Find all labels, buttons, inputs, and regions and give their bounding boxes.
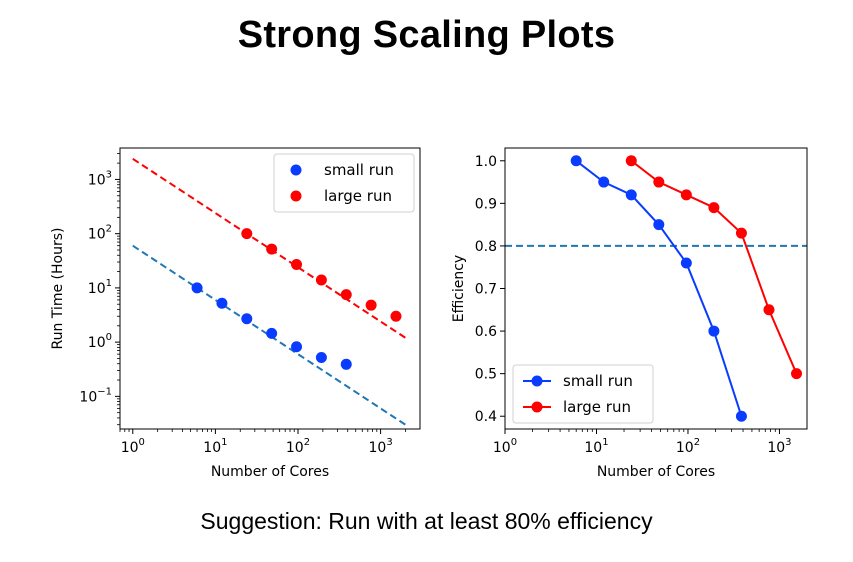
small-run-point [653, 219, 665, 231]
small-run-point [315, 352, 327, 364]
legend: small run large run [273, 153, 415, 213]
large-run-legend-label: large run [324, 187, 392, 205]
y-axis-label: Run Time (Hours) [50, 228, 66, 350]
large-run-legend-label: large run [563, 398, 631, 416]
large-run-point [390, 310, 402, 322]
y-tick-label: 0.4 [475, 409, 497, 425]
small-run-point [191, 282, 203, 294]
x-tick-label: 103 [368, 437, 392, 456]
small-run-legend-label: small run [563, 372, 633, 390]
large-run-point [340, 289, 352, 301]
slide-caption: Suggestion: Run with at least 80% effici… [200, 508, 653, 534]
x-tick-label: 100 [121, 437, 145, 456]
y-tick-label: 101 [88, 278, 112, 297]
small-run-point [216, 297, 228, 309]
x-tick-label: 101 [203, 437, 227, 456]
y-axis-label: Efficiency [451, 255, 467, 322]
y-tick-label: 102 [88, 224, 112, 243]
large-run-point [763, 304, 775, 316]
legend-box [512, 364, 654, 424]
large-run-point [653, 176, 665, 188]
small-run-point [625, 189, 637, 201]
large-run-line [630, 159, 798, 375]
runtime-chart: 100 101 102 103 10−1 100 101 102 103 Number of Co… [50, 147, 421, 480]
y-tick-label: 0.7 [475, 282, 497, 298]
large-run-legend-marker [531, 401, 543, 413]
x-tick-label: 103 [767, 437, 791, 456]
small-run-point [735, 410, 747, 422]
large-run-point [266, 243, 278, 255]
large-run-point [241, 228, 253, 240]
y-tick-label: 1.0 [475, 154, 497, 170]
large-run-point [708, 202, 720, 214]
y-tick-label: 0.6 [475, 324, 497, 340]
small-run-point [241, 313, 253, 325]
small-run-legend-label: small run [324, 161, 394, 179]
small-run-point [266, 327, 278, 339]
x-tick-label: 101 [584, 437, 608, 456]
legend: small run large run [512, 364, 654, 424]
large-run-point [735, 227, 747, 239]
large-run-point [315, 274, 327, 286]
large-run-legend-marker [290, 190, 302, 202]
plot-area [132, 157, 407, 426]
small-run-point [598, 176, 610, 188]
small-run-point [291, 341, 303, 353]
large-run-point [625, 155, 637, 167]
large-run-point [680, 189, 692, 201]
small-run-legend-marker [531, 375, 543, 387]
small-run-point [680, 257, 692, 269]
y-tick-label: 0.9 [475, 196, 497, 212]
small-run-point [570, 155, 582, 167]
small-run-legend-marker [290, 164, 302, 176]
x-axis-label: Number of Cores [597, 464, 715, 480]
slide-title: Strong Scaling Plots [237, 14, 616, 56]
y-tick-label: 0.8 [475, 239, 497, 255]
plot-frame [119, 147, 421, 430]
plot-area [505, 155, 807, 422]
small-run-point [340, 358, 352, 370]
x-tick-label: 102 [286, 437, 310, 456]
small-run-point [708, 325, 720, 337]
x-axis-label: Number of Cores [211, 464, 329, 480]
y-tick-label: 0.5 [475, 367, 497, 383]
y-tick-label: 10−1 [79, 386, 112, 405]
y-tick-label: 100 [88, 332, 112, 351]
x-tick-label: 102 [676, 437, 700, 456]
large-run-point [365, 299, 377, 311]
x-tick-label: 100 [493, 437, 517, 456]
legend-box [273, 153, 415, 213]
y-tick-label: 103 [88, 169, 112, 188]
large-run-point [791, 368, 803, 380]
efficiency-chart: 100 101 102 103 0.4 0.5 0.6 0.7 0.8 0.9 1.0 Number … [451, 147, 808, 480]
large-run-point [291, 259, 303, 271]
